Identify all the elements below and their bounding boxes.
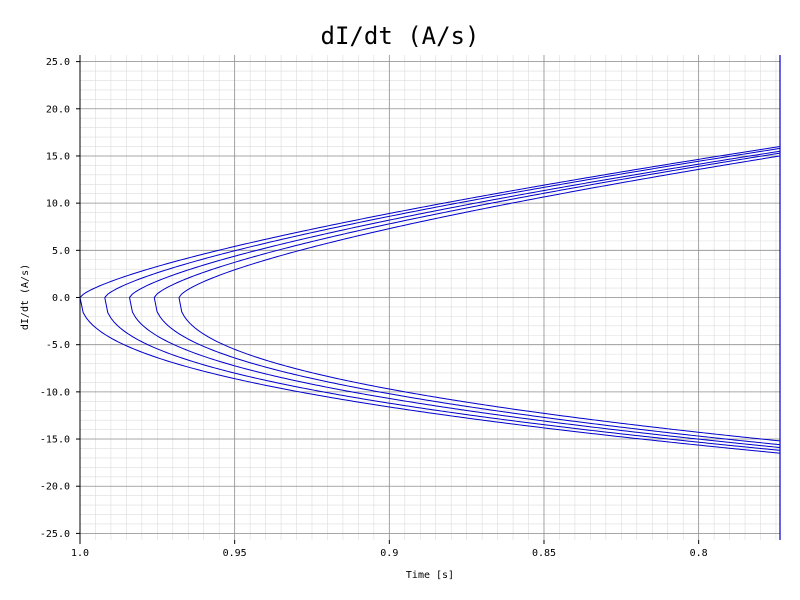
y-tick-label: 25.0 bbox=[46, 57, 70, 68]
x-axis-ticks: 1.0 0.95 0.9 0.85 0.8 bbox=[71, 540, 708, 559]
curve-upper-branch bbox=[79, 146, 781, 298]
y-tick-label: 10.0 bbox=[46, 199, 70, 210]
curve-upper-branch bbox=[104, 147, 781, 298]
y-tick-label: 15.0 bbox=[46, 151, 70, 162]
y-tick-label: 5.0 bbox=[52, 246, 70, 257]
curve-upper-branch bbox=[178, 155, 781, 298]
y-tick-label: -15.0 bbox=[40, 435, 70, 446]
chart-title: dI/dt (A/s) bbox=[321, 22, 480, 50]
y-tick-label: -5.0 bbox=[46, 340, 70, 351]
y-tick-label: -10.0 bbox=[40, 387, 70, 398]
curve-lower-branch bbox=[104, 297, 781, 451]
y-axis-label: dI/dt (A/s) bbox=[20, 264, 31, 330]
y-tick-label: -25.0 bbox=[40, 529, 70, 540]
x-tick-label: 0.8 bbox=[690, 548, 708, 559]
y-tick-label: 0.0 bbox=[52, 293, 70, 304]
curve-lower-branch bbox=[178, 297, 781, 442]
plot-curves bbox=[79, 146, 781, 454]
curve-upper-branch bbox=[129, 150, 781, 298]
x-tick-label: 0.9 bbox=[380, 548, 398, 559]
curve-lower-branch bbox=[153, 297, 781, 446]
curve-upper-branch bbox=[153, 152, 781, 298]
y-axis-ticks: 25.0 20.0 15.0 10.0 5.0 0.0 -5.0 -10.0 -15.0 -20.… bbox=[40, 57, 80, 540]
x-tick-label: 0.85 bbox=[532, 548, 556, 559]
y-tick-label: 20.0 bbox=[46, 104, 70, 115]
curve-lower-branch bbox=[128, 297, 781, 449]
major-grid bbox=[79, 55, 780, 540]
x-axis-label: Time [s] bbox=[406, 570, 454, 581]
y-tick-label: -20.0 bbox=[40, 482, 70, 493]
x-tick-label: 1.0 bbox=[71, 548, 89, 559]
curve-lower-branch bbox=[79, 297, 781, 454]
x-tick-label: 0.95 bbox=[223, 548, 247, 559]
